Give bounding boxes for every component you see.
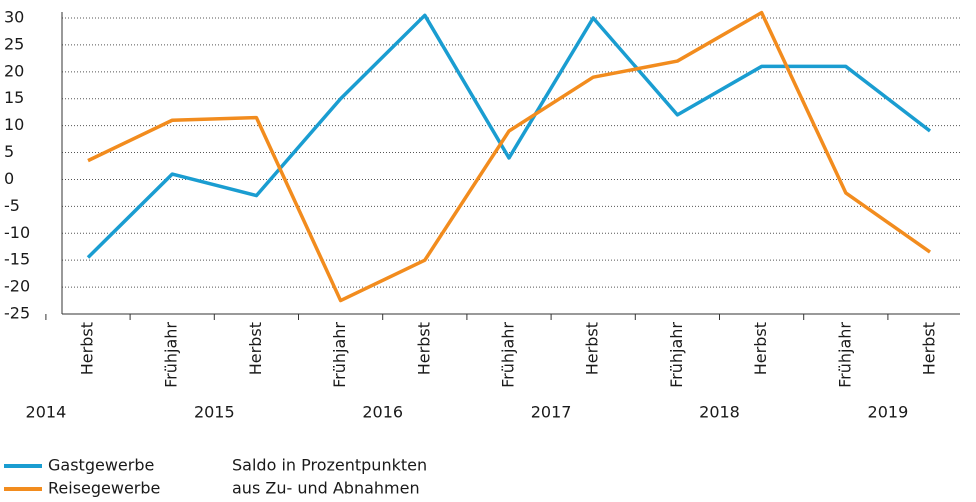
year-label: 2018 bbox=[699, 403, 740, 422]
y-tick-label: -15 bbox=[4, 250, 30, 269]
series-line bbox=[86, 13, 932, 259]
year-label: 2014 bbox=[26, 403, 67, 422]
x-tick-label: Frühjahr bbox=[499, 322, 518, 388]
x-tick-label: Herbst bbox=[414, 322, 433, 375]
y-tick-label: 30 bbox=[4, 8, 24, 27]
y-tick-label: -25 bbox=[4, 304, 30, 323]
note: aus Zu- und Abnahmen bbox=[232, 479, 420, 498]
series-line bbox=[87, 10, 932, 303]
year-label: 2019 bbox=[868, 403, 909, 422]
x-tick-label: Frühjahr bbox=[835, 322, 854, 388]
y-tick-label: -20 bbox=[4, 277, 30, 296]
x-tick-label: Herbst bbox=[920, 322, 939, 375]
note: Saldo in Prozentpunkten bbox=[232, 456, 427, 475]
x-tick-label: Herbst bbox=[751, 322, 770, 375]
x-tick-label: Frühjahr bbox=[162, 322, 181, 388]
x-tick-label: Herbst bbox=[78, 322, 97, 375]
y-tick-label: 20 bbox=[4, 61, 24, 80]
x-tick-label: Frühjahr bbox=[330, 322, 349, 388]
y-tick-label: 10 bbox=[4, 115, 24, 134]
y-tick-label: 25 bbox=[4, 34, 24, 53]
y-tick-label: -10 bbox=[4, 223, 30, 242]
legend-label: Reisegewerbe bbox=[48, 479, 160, 498]
y-tick-label: 15 bbox=[4, 88, 24, 107]
year-label: 2017 bbox=[531, 403, 572, 422]
x-tick-label: Frühjahr bbox=[667, 322, 686, 388]
x-tick-label: Herbst bbox=[583, 322, 602, 375]
y-tick-label: -5 bbox=[4, 196, 20, 215]
legend-label: Gastgewerbe bbox=[48, 456, 154, 475]
year-label: 2016 bbox=[362, 403, 403, 422]
year-label: 2015 bbox=[194, 403, 235, 422]
y-tick-label: 5 bbox=[4, 142, 14, 161]
x-tick-label: Herbst bbox=[246, 322, 265, 375]
y-tick-label: 0 bbox=[4, 169, 14, 188]
